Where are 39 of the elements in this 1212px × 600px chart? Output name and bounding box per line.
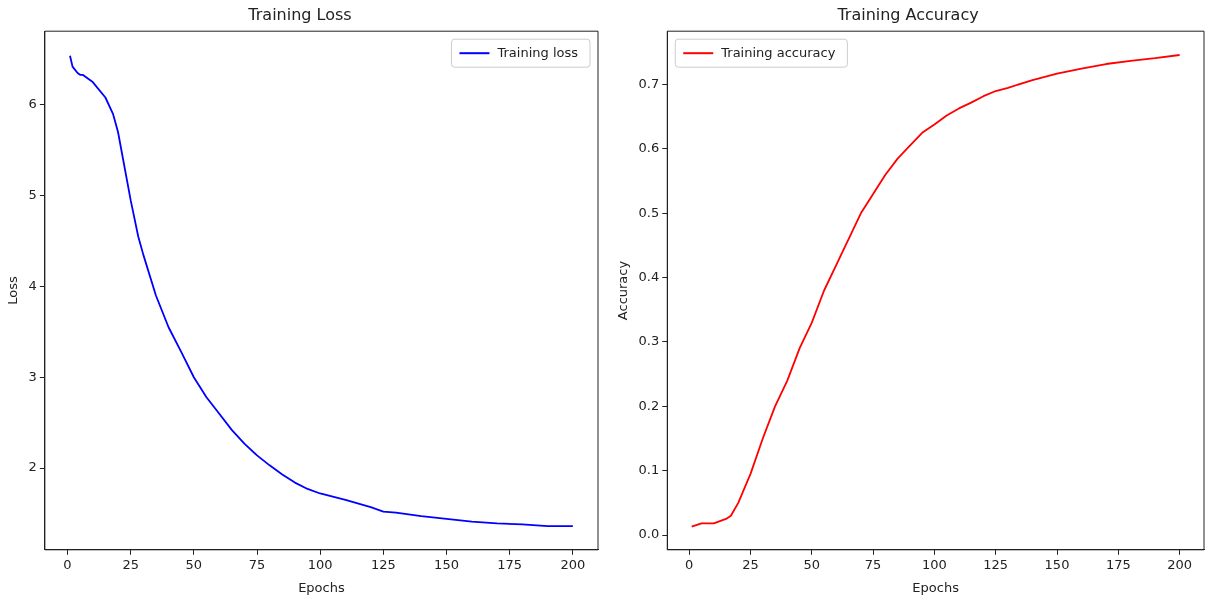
x-axis-title: Epochs — [298, 579, 345, 595]
x-tick-label: 25 — [742, 556, 759, 572]
x-tick-label: 50 — [803, 556, 821, 572]
x-tick-label: 200 — [560, 556, 586, 572]
y-axis-title: Loss — [5, 276, 21, 305]
y-tick-label: 0.1 — [638, 462, 660, 478]
chart-title: Training Loss — [247, 4, 352, 24]
x-tick-label: 25 — [122, 556, 139, 572]
chart-title: Training Accuracy — [836, 4, 979, 24]
y-tick-label: 0.6 — [638, 140, 660, 156]
y-tick-label: 0.2 — [638, 397, 660, 413]
x-tick-label: 175 — [497, 556, 523, 572]
x-axis-title: Epochs — [912, 579, 960, 595]
x-tick-label: 75 — [864, 556, 882, 572]
x-tick-label: 150 — [434, 556, 459, 572]
y-tick-label: 0.3 — [638, 333, 660, 349]
y-tick-label: 6 — [28, 96, 37, 112]
legend-label: Training loss — [496, 44, 579, 60]
x-tick-label: 50 — [185, 556, 203, 572]
y-tick-label: 0.0 — [638, 526, 660, 542]
y-tick-label: 5 — [28, 186, 37, 202]
y-tick-label: 0.4 — [638, 269, 660, 285]
legend-label: Training accuracy — [720, 44, 836, 60]
x-tick-label: 0 — [685, 556, 694, 572]
x-tick-label: 75 — [248, 556, 266, 572]
y-tick-label: 0.5 — [638, 204, 660, 220]
y-tick-label: 0.7 — [638, 75, 660, 91]
x-tick-label: 175 — [1105, 556, 1131, 572]
x-tick-label: 150 — [1044, 556, 1070, 572]
y-tick-label: 2 — [28, 459, 37, 475]
x-tick-label: 125 — [983, 556, 1009, 572]
x-tick-label: 100 — [307, 556, 333, 572]
x-tick-label: 100 — [922, 556, 947, 572]
y-tick-label: 3 — [28, 368, 37, 384]
x-tick-label: 200 — [1167, 556, 1193, 572]
y-tick-label: 4 — [28, 277, 37, 293]
y-axis-title: Accuracy — [615, 260, 631, 321]
x-tick-label: 0 — [63, 556, 72, 572]
x-tick-label: 125 — [370, 556, 396, 572]
